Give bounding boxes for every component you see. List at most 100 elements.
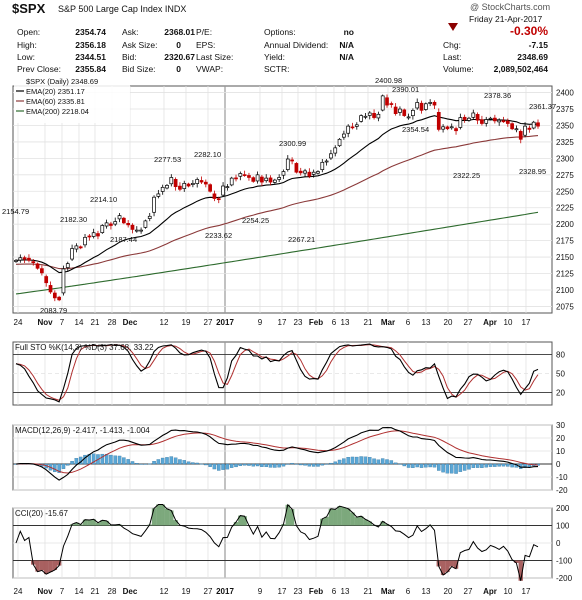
quote-date: Friday 21-Apr-2017 — [469, 14, 543, 24]
x-tick-label: Nov — [37, 587, 53, 596]
ema200-line — [15, 211, 539, 295]
candle — [186, 183, 191, 187]
x-tick-label: 24 — [14, 318, 23, 327]
macd-histogram-bar — [130, 461, 135, 465]
ask-size-label: Ask Size: — [122, 40, 158, 50]
cci-fill — [445, 560, 450, 573]
candle — [475, 114, 480, 121]
macd-histogram-bar — [398, 463, 402, 465]
candle — [367, 112, 372, 116]
candle — [87, 235, 92, 238]
cci-fill — [74, 522, 79, 526]
candle — [173, 179, 178, 188]
cci-fill — [518, 560, 523, 581]
candle — [471, 112, 476, 118]
open-label: Open: — [17, 27, 41, 37]
cci-fill — [328, 508, 334, 526]
candle — [458, 117, 463, 128]
candle — [359, 115, 363, 122]
y-tick-label: 2375 — [556, 105, 574, 114]
x-tick-label: Dec — [123, 587, 138, 596]
x-tick-label: Apr — [483, 587, 497, 596]
macd-histogram-bar — [449, 463, 454, 474]
macd-histogram-bar — [484, 463, 488, 468]
x-tick-label: 13 — [341, 587, 350, 596]
candle — [428, 102, 432, 104]
candle — [91, 232, 96, 237]
candle — [372, 112, 376, 118]
candle — [510, 123, 514, 130]
candle — [251, 177, 256, 182]
cci-fill — [350, 512, 355, 526]
cci-fill — [82, 519, 88, 526]
macd-histogram-bar — [510, 463, 514, 468]
x-tick-label: 6 — [332, 587, 337, 596]
candle — [156, 193, 161, 197]
candle — [83, 236, 87, 246]
macd-histogram-bar — [182, 460, 186, 465]
macd-histogram-bar — [70, 461, 74, 465]
candle — [152, 196, 156, 213]
candle — [449, 126, 454, 129]
y-tick-label: 2200 — [556, 220, 574, 229]
candle — [74, 245, 79, 250]
ask-size-value: 0 — [176, 40, 181, 50]
symbol: $SPX — [12, 1, 46, 16]
macd-histogram-bar — [255, 463, 260, 467]
x-tick-label: 13 — [422, 587, 431, 596]
x-tick-label: 13 — [341, 318, 350, 327]
candle — [216, 198, 221, 201]
candle — [497, 119, 502, 123]
price-annotation: 2400.98 — [375, 76, 402, 85]
candle — [324, 160, 329, 163]
candle — [18, 257, 23, 261]
macd-histogram-bar — [268, 463, 273, 468]
macd-histogram-bar — [363, 456, 368, 465]
macd-histogram-bar — [372, 458, 376, 465]
candle — [419, 102, 424, 111]
macd-histogram-bar — [411, 463, 415, 468]
macd-histogram-bar — [100, 453, 105, 465]
y-tick-label: 2400 — [556, 89, 574, 98]
candle — [191, 183, 195, 185]
x-tick-label: 21 — [91, 587, 100, 596]
candle — [488, 117, 493, 120]
macd-histogram-bar — [467, 463, 471, 470]
macd-histogram-bar — [406, 463, 411, 468]
x-tick-label: 20 — [444, 318, 453, 327]
candle — [311, 171, 316, 175]
macd-histogram-bar — [329, 462, 333, 465]
macd-histogram-bar — [324, 463, 329, 465]
candle — [342, 133, 346, 138]
macd-histogram-bar — [311, 463, 316, 467]
macd-histogram-bar — [380, 458, 385, 465]
pe-label: P/E: — [196, 27, 213, 37]
x-tick-label: 9 — [258, 318, 263, 327]
price-annotation: 2328.95 — [519, 167, 546, 176]
x-tick-label: 14 — [75, 587, 84, 596]
macd-histogram-bar — [273, 463, 277, 468]
candle — [109, 223, 113, 226]
candle — [333, 147, 338, 154]
candle — [320, 161, 325, 170]
x-tick-label: 17 — [522, 318, 531, 327]
x-tick-label: 27 — [464, 318, 473, 327]
candle — [385, 97, 389, 106]
macd-histogram-bar — [186, 461, 191, 465]
cci-fill — [156, 504, 161, 526]
macd-histogram-bar — [217, 463, 221, 471]
volume-value: 2,089,502,464 — [493, 64, 548, 74]
annual-dividend-value: N/A — [339, 40, 354, 50]
candle — [225, 186, 230, 189]
macd-histogram-bar — [208, 463, 212, 467]
y-tick-label: 0 — [556, 539, 561, 548]
cci-fill — [367, 521, 372, 526]
candle — [117, 215, 122, 220]
y-tick-label: 2275 — [556, 171, 574, 180]
options-value: no — [343, 27, 354, 37]
subtitle: S&P 500 Large Cap Index INDX — [58, 4, 187, 14]
high-value: 2356.18 — [75, 40, 106, 50]
macd-histogram-bar — [385, 459, 389, 465]
candle — [104, 222, 109, 227]
macd-histogram-bar — [415, 463, 419, 468]
